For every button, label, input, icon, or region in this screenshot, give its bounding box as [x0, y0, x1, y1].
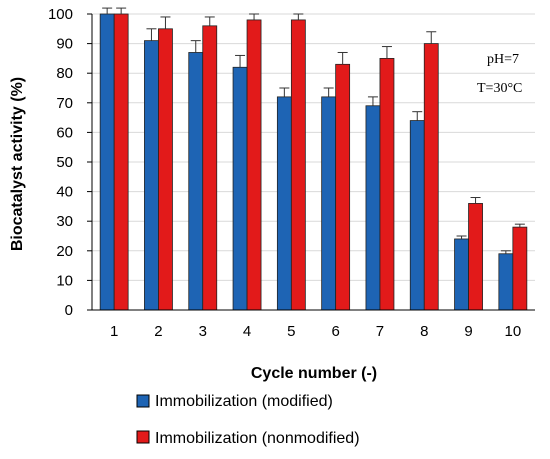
x-tick-label: 3 [199, 323, 207, 340]
x-tick-label: 4 [243, 323, 251, 340]
bar-nonmodified [379, 58, 395, 311]
x-tick-label: 2 [154, 323, 162, 340]
x-tick-label: 1 [110, 323, 118, 340]
tick-labels: 0 10 20 30 40 50 60 70 80 90 100 1 2 3 4 5 6 7 8 9 10 [48, 6, 521, 340]
y-tick-label: 0 [65, 302, 73, 319]
bar-nonmodified [113, 13, 129, 311]
x-tick-label: 9 [464, 323, 472, 340]
annotation-ph: pH=7 [487, 52, 519, 67]
y-tick-label: 40 [56, 184, 73, 201]
y-tick-label: 30 [56, 213, 73, 230]
bar-modified [188, 52, 204, 311]
x-tick-label: 7 [376, 323, 384, 340]
bar-modified [498, 253, 514, 311]
x-tick-label: 8 [420, 323, 428, 340]
bar-nonmodified [202, 25, 218, 311]
annotation-temperature: T=30°C [477, 81, 522, 96]
y-tick-label: 50 [56, 154, 73, 171]
x-tick-label: 6 [331, 323, 339, 340]
legend-swatch-modified [136, 394, 150, 408]
bar-nonmodified [246, 19, 262, 311]
bar-modified [232, 66, 248, 311]
y-axis-title: Biocatalyst activity (%) [9, 77, 26, 251]
bar-modified [276, 96, 292, 311]
bar-nonmodified [335, 63, 351, 311]
bar-modified [144, 40, 159, 311]
y-tick-label: 20 [56, 243, 73, 260]
bar-nonmodified [158, 28, 173, 311]
bar-nonmodified [290, 19, 306, 311]
bar-nonmodified [468, 203, 483, 311]
x-tick-label: 10 [505, 323, 522, 340]
legend-label-modified: Immobilization (modified) [155, 393, 333, 410]
y-tick-label: 10 [56, 272, 73, 289]
y-tick-label: 90 [56, 36, 73, 53]
y-tick-label: 80 [56, 65, 73, 82]
axes [87, 13, 535, 311]
bar-modified [454, 238, 469, 311]
bar-nonmodified [423, 43, 439, 311]
x-axis-title: Cycle number (-) [251, 365, 377, 382]
y-tick-label: 70 [56, 95, 73, 112]
y-tick-label: 100 [48, 6, 73, 23]
bar-nonmodified [512, 226, 528, 311]
bar-modified [321, 96, 337, 311]
legend: Immobilization (modified) Immobilization… [136, 393, 360, 447]
y-tick-label: 60 [56, 124, 73, 141]
bar-modified [99, 13, 115, 311]
bar-modified [409, 120, 425, 311]
x-tick-label: 5 [287, 323, 295, 340]
legend-swatch-nonmodified [136, 430, 150, 444]
legend-label-nonmodified: Immobilization (nonmodified) [155, 430, 360, 447]
bars [99, 7, 528, 311]
bar-modified [365, 105, 381, 311]
